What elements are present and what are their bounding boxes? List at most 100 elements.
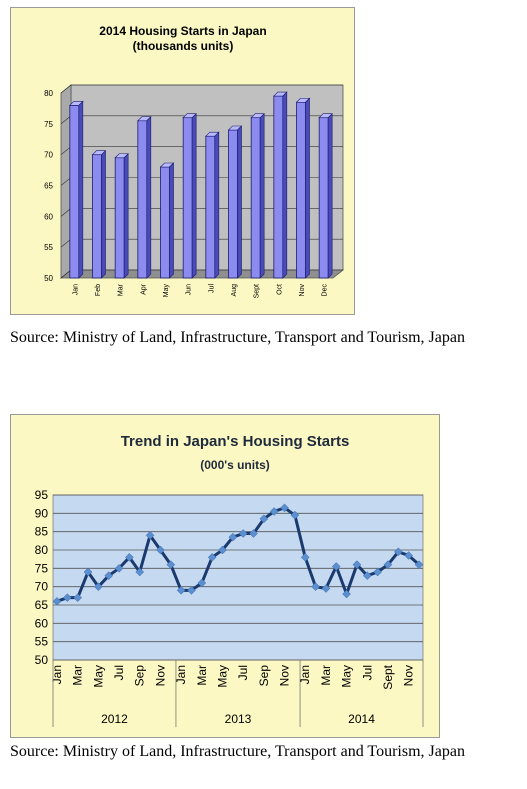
data-point bbox=[311, 582, 320, 592]
x-tick-label: Nov bbox=[153, 665, 167, 686]
bar bbox=[92, 154, 102, 279]
bar-side bbox=[191, 112, 197, 279]
x-tick-label: Jul bbox=[112, 665, 126, 680]
bar-side bbox=[237, 125, 242, 279]
data-point bbox=[404, 551, 414, 560]
data-point bbox=[114, 563, 124, 573]
bar bbox=[114, 157, 125, 279]
data-point bbox=[228, 532, 238, 542]
y-tick-label: 90 bbox=[35, 506, 49, 520]
bar bbox=[205, 135, 216, 279]
x-tick-label: Mar bbox=[195, 665, 209, 686]
x-tick-label: Mar bbox=[118, 283, 125, 296]
data-point bbox=[393, 547, 403, 557]
line-chart: Trend in Japan's Housing Starts (000's un… bbox=[35, 433, 424, 727]
x-tick-label: Mar bbox=[71, 665, 85, 686]
data-point bbox=[125, 552, 134, 562]
bar-side bbox=[305, 97, 310, 279]
chart-subtitle: (000's units) bbox=[200, 458, 270, 472]
y-tick-label: 50 bbox=[44, 274, 53, 283]
x-tick-label: Jan bbox=[298, 665, 312, 684]
data-point bbox=[187, 585, 196, 595]
data-point bbox=[83, 567, 93, 577]
y-tick-label: 70 bbox=[44, 151, 53, 160]
year-group-label: 2014 bbox=[348, 712, 375, 726]
data-point bbox=[331, 562, 341, 571]
data-point bbox=[73, 593, 83, 603]
data-point bbox=[62, 593, 72, 603]
bar bbox=[250, 117, 261, 279]
data-point bbox=[218, 545, 227, 555]
data-point bbox=[383, 560, 393, 570]
y-tick-label: 80 bbox=[35, 543, 49, 557]
x-tick-label: Jul bbox=[360, 665, 374, 680]
y-tick-label: 55 bbox=[35, 635, 49, 649]
bar-side bbox=[146, 116, 152, 279]
x-tick-label: Sep bbox=[257, 665, 271, 687]
x-tick-label: Nov bbox=[299, 284, 306, 297]
x-tick-label: Nov bbox=[278, 665, 292, 686]
x-tick-label: Sept bbox=[254, 284, 261, 298]
data-point bbox=[300, 552, 310, 562]
data-point bbox=[290, 510, 300, 520]
bar-side bbox=[78, 100, 84, 279]
data-point bbox=[249, 529, 258, 538]
y-tick-label: 75 bbox=[35, 561, 49, 575]
chart-title: 2014 Housing Starts in Japan bbox=[99, 24, 266, 38]
y-tick-label: 75 bbox=[44, 120, 53, 129]
data-point bbox=[362, 571, 372, 581]
data-point bbox=[280, 503, 289, 513]
y-tick-label: 80 bbox=[44, 89, 53, 98]
data-point bbox=[197, 578, 207, 588]
bar bbox=[182, 117, 193, 279]
year-group-label: 2012 bbox=[101, 712, 128, 726]
bar-side bbox=[101, 149, 106, 279]
data-point bbox=[104, 571, 114, 581]
bar-side bbox=[259, 112, 265, 279]
y-tick-label: 60 bbox=[44, 212, 53, 221]
y-tick-label: 70 bbox=[35, 580, 49, 594]
line-chart-panel: Trend in Japan's Housing Starts (000's un… bbox=[10, 414, 440, 738]
x-tick-label: Sep bbox=[133, 665, 147, 687]
y-tick-label: 65 bbox=[35, 598, 49, 612]
x-tick-label: May bbox=[340, 665, 354, 688]
data-point bbox=[352, 560, 362, 570]
source-note-1: Source: Ministry of Land, Infrastructure… bbox=[10, 329, 465, 346]
bar-side bbox=[169, 162, 174, 279]
bar-side bbox=[327, 112, 333, 279]
bar bbox=[69, 104, 80, 279]
x-tick-label: Jan bbox=[174, 665, 188, 684]
x-tick-label: May bbox=[215, 665, 229, 688]
x-tick-label: Apr bbox=[140, 283, 147, 295]
data-point bbox=[176, 585, 186, 595]
data-point bbox=[166, 560, 176, 570]
x-tick-label: Mar bbox=[319, 665, 333, 686]
data-point bbox=[52, 596, 62, 606]
x-tick-label: Jul bbox=[236, 665, 250, 680]
x-tick-label: Jun bbox=[186, 284, 193, 295]
gridline bbox=[60, 84, 343, 94]
data-point bbox=[342, 589, 351, 599]
data-point bbox=[145, 530, 155, 540]
x-tick-label: May bbox=[91, 665, 105, 688]
y-tick-label: 55 bbox=[44, 243, 53, 252]
data-point bbox=[321, 584, 331, 593]
data-point bbox=[414, 560, 424, 570]
x-tick-label: Nov bbox=[402, 665, 416, 686]
y-tick-label: 95 bbox=[35, 488, 49, 502]
x-tick-label: Oct bbox=[276, 284, 283, 295]
x-tick-label: Feb bbox=[95, 284, 102, 296]
x-tick-label: Jan bbox=[50, 665, 64, 684]
y-tick-label: 60 bbox=[35, 616, 49, 630]
bar-chart: 2014 Housing Starts in Japan(thousands u… bbox=[44, 24, 345, 298]
y-tick-label: 65 bbox=[44, 182, 53, 191]
y-tick-label: 85 bbox=[35, 525, 49, 539]
year-group-label: 2013 bbox=[225, 712, 252, 726]
x-tick-label: Jan bbox=[72, 284, 79, 295]
bar bbox=[228, 129, 238, 279]
bar bbox=[296, 101, 306, 279]
x-tick-label: Jul bbox=[208, 284, 215, 293]
bar bbox=[318, 117, 329, 279]
bar-side bbox=[214, 131, 220, 279]
chart-subtitle: (thousands units) bbox=[133, 39, 234, 53]
